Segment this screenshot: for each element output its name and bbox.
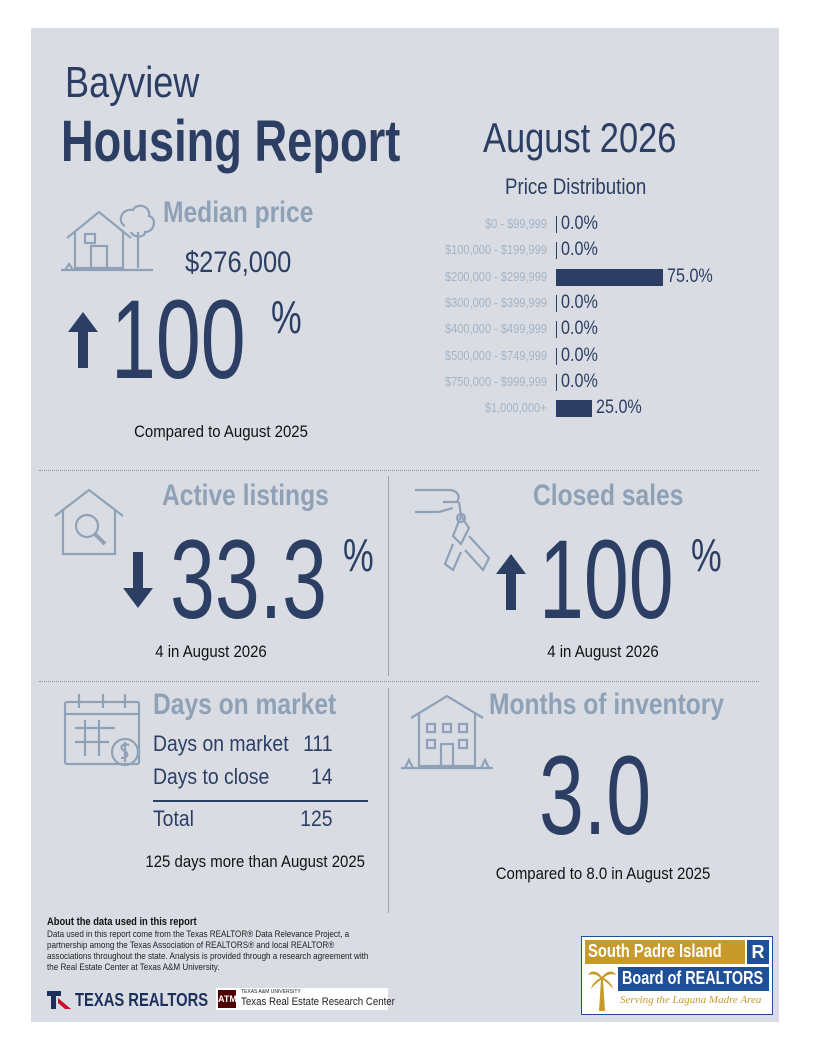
- report-page: Bayview Housing Report August 2026 Media…: [31, 28, 779, 1022]
- price-distribution-value: 0.0%: [561, 344, 598, 366]
- report-title: Housing Report: [61, 109, 401, 174]
- price-distribution-value: 0.0%: [561, 370, 598, 392]
- hand-keys-icon: [415, 488, 491, 572]
- price-distribution-title: Price Distribution: [505, 174, 647, 199]
- tamu-center-text: Texas Real Estate Research Center: [241, 996, 395, 1008]
- active-listings-change: 33.3: [170, 517, 327, 642]
- price-range-label: $0 - $99,999: [484, 216, 547, 231]
- price-distribution-value: 0.0%: [561, 239, 598, 261]
- dom-total-label: Total: [153, 806, 194, 831]
- about-heading: About the data used in this report: [47, 916, 197, 928]
- price-range-label: $1,000,000+: [485, 400, 547, 416]
- price-distribution-row: $750,000 - $999,999 0.0%: [31, 370, 779, 392]
- median-price-change: 100: [111, 277, 246, 402]
- median-price-caption: Compared to August 2025: [134, 422, 308, 441]
- board-gold-band: [585, 940, 745, 964]
- dom-total-value: 125: [300, 806, 333, 831]
- dom-row-label: Days to close: [153, 764, 270, 789]
- price-distribution-row: $200,000 - $299,999 75.0%: [31, 265, 779, 287]
- price-range-label: $400,000 - $499,999: [445, 321, 547, 337]
- board-line3: Serving the Laguna Madre Area: [620, 994, 762, 1006]
- median-price-heading: Median price: [163, 196, 314, 229]
- dom-row-label: Days on market: [153, 731, 289, 756]
- closed-sales-caption: 4 in August 2026: [547, 642, 659, 661]
- price-distribution-bar: [556, 373, 557, 391]
- divider-lower: [39, 681, 759, 682]
- house-tree-icon: [61, 204, 155, 272]
- days-on-market-heading: Days on market: [153, 688, 337, 721]
- magnifier-house-icon: [54, 488, 124, 556]
- dom-row-value: 111: [303, 731, 333, 756]
- closed-sales-pct-sign: %: [691, 529, 722, 581]
- price-distribution-bar: [556, 268, 663, 286]
- price-distribution-bar: [556, 294, 557, 312]
- tamu-small-text: TEXAS A&M UNIVERSITY: [241, 989, 301, 995]
- board-of-realtors-logo: South Padre Island R Board of REALTORS S…: [581, 936, 773, 1015]
- dom-row-total: Total 125: [153, 806, 333, 832]
- dom-total-rule: [153, 800, 368, 802]
- dom-row-days-on-market: Days on market 111: [153, 731, 333, 757]
- price-distribution-bar: [556, 321, 557, 339]
- price-distribution-row: $300,000 - $399,999 0.0%: [31, 291, 779, 313]
- texas-realtors-mark-icon: [47, 991, 71, 1009]
- calendar-dollar-icon: [63, 694, 141, 767]
- board-blue-band: [618, 967, 769, 991]
- price-distribution-bar: [556, 216, 557, 233]
- realtor-r-icon: R: [747, 940, 769, 964]
- price-distribution-value: 75.0%: [666, 265, 713, 287]
- price-distribution-value: 25.0%: [595, 397, 642, 419]
- board-line2: Board of REALTORS: [622, 968, 764, 988]
- price-distribution-value: 0.0%: [561, 318, 598, 340]
- price-range-label: $300,000 - $399,999: [445, 294, 547, 310]
- city-name: Bayview: [65, 58, 200, 107]
- divider-vertical-upper: [388, 476, 389, 676]
- price-range-label: $200,000 - $299,999: [445, 268, 547, 284]
- arrow-down-icon: [123, 552, 153, 608]
- about-text: Data used in this report come from the T…: [47, 929, 369, 973]
- texas-realtors-logo: TEXAS REALTORS: [47, 989, 209, 1011]
- texas-realtors-text: TEXAS REALTORS: [75, 990, 209, 1010]
- divider-upper: [39, 470, 759, 471]
- months-inventory-heading: Months of inventory: [489, 688, 725, 721]
- apartment-building-icon: [401, 694, 493, 770]
- price-distribution-row: $1,000,000+ 25.0%: [31, 397, 779, 419]
- price-distribution-row: $400,000 - $499,999 0.0%: [31, 318, 779, 340]
- tamu-mark-icon: ATM: [218, 990, 237, 1008]
- price-distribution-row: $500,000 - $749,999 0.0%: [31, 344, 779, 366]
- price-distribution-bar: [556, 242, 557, 260]
- active-listings-caption: 4 in August 2026: [155, 642, 267, 661]
- active-listings-heading: Active listings: [162, 479, 329, 512]
- price-range-label: $500,000 - $749,999: [445, 347, 547, 363]
- months-inventory-value: 3.0: [539, 733, 652, 858]
- board-line1: South Padre Island: [588, 941, 722, 961]
- report-month: August 2026: [483, 114, 677, 161]
- price-distribution-value: 0.0%: [561, 291, 598, 313]
- price-range-label: $100,000 - $199,999: [445, 242, 547, 258]
- closed-sales-change: 100: [539, 517, 674, 642]
- days-on-market-caption: 125 days more than August 2025: [145, 852, 365, 871]
- palm-tree-icon: [588, 971, 616, 1011]
- months-inventory-caption: Compared to 8.0 in August 2025: [495, 864, 711, 883]
- price-distribution-row: $0 - $99,999 0.0%: [31, 213, 779, 234]
- arrow-up-icon: [68, 312, 98, 368]
- active-listings-pct-sign: %: [343, 529, 374, 581]
- arrow-up-icon: [496, 554, 526, 610]
- dom-row-days-to-close: Days to close 14: [153, 764, 333, 790]
- dom-row-value: 14: [310, 764, 333, 789]
- price-distribution-value: 0.0%: [561, 213, 598, 234]
- price-distribution-bar: [556, 400, 592, 418]
- price-range-label: $750,000 - $999,999: [445, 373, 547, 389]
- median-price-value: $276,000: [185, 246, 292, 279]
- divider-vertical-lower: [388, 688, 389, 913]
- tamu-logo: ATM TEXAS A&M UNIVERSITY Texas Real Esta…: [216, 988, 395, 1010]
- closed-sales-heading: Closed sales: [533, 479, 684, 512]
- price-distribution-row: $100,000 - $199,999 0.0%: [31, 239, 779, 261]
- median-price-pct-sign: %: [271, 291, 302, 343]
- price-distribution-bar: [556, 347, 557, 365]
